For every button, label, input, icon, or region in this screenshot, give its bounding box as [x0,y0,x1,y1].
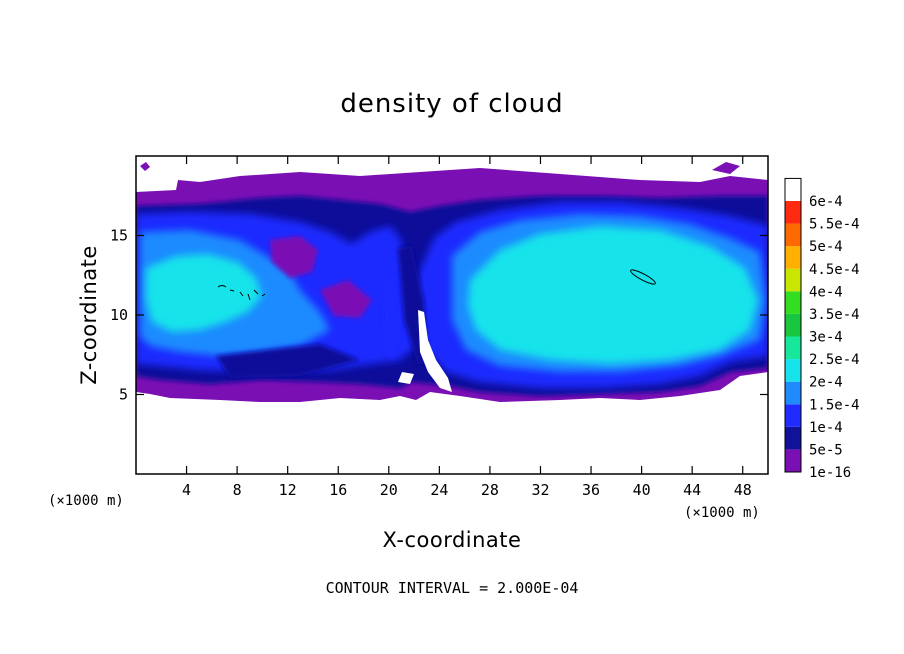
colorbar-swatch [785,404,801,427]
colorbar-swatch [785,291,801,314]
x-axis-ticks: 4 8 12 16 20 24 28 32 36 40 44 48 [182,156,752,499]
colorbar-label: 2e-4 [809,375,843,391]
colorbar-swatch [785,336,801,360]
x-tick-label: 12 [279,481,297,499]
colorbar-label: 5e-4 [809,239,843,255]
colorbar-swatch [785,268,801,292]
colorbar-swatch [785,246,801,269]
colorbar-label: 3.5e-4 [809,307,860,323]
cloud-core-right [468,226,758,364]
x-unit-label: (×1000 m) [48,493,124,509]
x-tick-label: 44 [683,481,701,499]
x-tick-label: 28 [481,481,499,499]
colorbar-swatch [785,223,801,247]
colorbar-swatch [785,449,801,472]
colorbar-frame [784,177,802,473]
colorbar-label: 2.5e-4 [809,352,860,368]
contour-left [217,285,266,301]
chart-title: density of cloud [340,89,563,119]
x-tick-label: 24 [430,481,448,499]
x-tick-label: 8 [233,481,242,499]
x-tick-label: 36 [582,481,600,499]
y-axis-ticks: 5 10 15 [110,227,768,404]
x-tick-label: 32 [531,481,549,499]
y-tick-label: 15 [110,227,128,245]
colorbar: 1e-16 5e-5 1e-4 1.5e-4 2e-4 2.5e-4 3e-4 3.5e-4 4… [784,177,860,481]
colorbar-swatch [785,201,801,224]
x-axis-label: X-coordinate [383,528,522,552]
colorbar-label: 5e-5 [809,442,843,458]
x-tick-label: 40 [633,481,651,499]
y-unit-label: (×1000 m) [684,505,760,521]
colorbar-label: 1.5e-4 [809,397,860,413]
x-tick-label: 48 [734,481,752,499]
colorbar-swatch [785,426,801,450]
y-axis-label: Z-coordinate [77,245,101,385]
colorbar-label: 3e-4 [809,330,843,346]
colorbar-label: 1e-16 [809,465,851,481]
y-tick-label: 5 [119,386,128,404]
contour-lines [217,269,656,301]
colorbar-label: 5.5e-4 [809,217,860,233]
x-tick-label: 16 [329,481,347,499]
cloud-core-left [146,254,262,332]
contour-right [630,269,656,285]
scrap-top-left [140,162,150,171]
y-tick-label: 10 [110,306,128,324]
colorbar-label: 4.5e-4 [809,262,860,278]
x-tick-label: 20 [380,481,398,499]
colorbar-label: 1e-4 [809,420,843,436]
colorbar-swatch [785,313,801,337]
colorbar-swatch [785,359,801,382]
colorbar-label: 6e-4 [809,194,843,210]
clear-gap-vertical [418,310,452,392]
contour-interval-footer: CONTOUR INTERVAL = 2.000E-04 [326,579,579,597]
colorbar-swatch [785,381,801,405]
clear-gap-small [398,372,414,384]
x-tick-label: 4 [182,481,191,499]
scrap-top-right [712,162,740,174]
colorbar-label: 4e-4 [809,284,843,300]
heatmap-field [136,162,768,402]
